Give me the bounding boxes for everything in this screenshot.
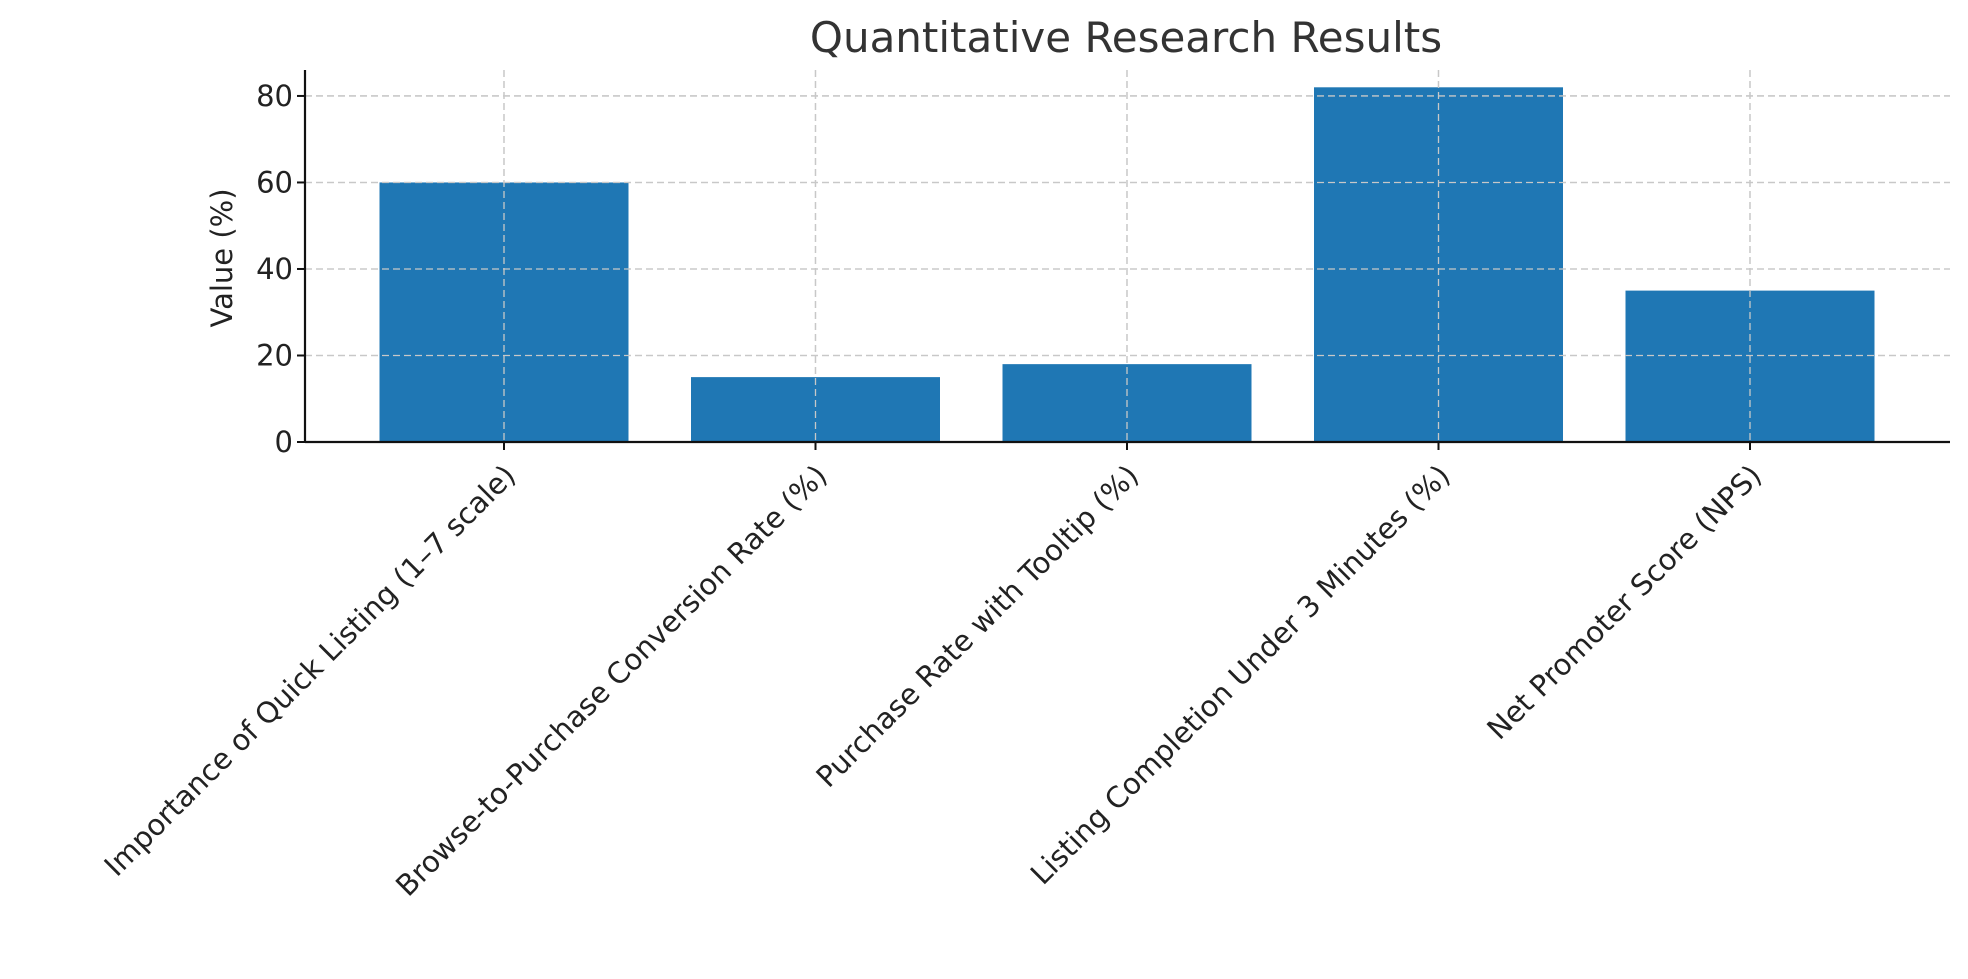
chart-title: Quantitative Research Results bbox=[810, 13, 1442, 62]
y-tick-label: 40 bbox=[256, 252, 293, 286]
x-tick-label: Purchase Rate with Tooltip (%) bbox=[809, 458, 1145, 794]
axes-layer bbox=[297, 70, 1950, 450]
y-tick-label: 20 bbox=[256, 338, 293, 372]
y-tick-label: 0 bbox=[275, 425, 293, 459]
y-tick-label: 60 bbox=[256, 165, 293, 199]
y-axis-label: Value (%) bbox=[205, 188, 239, 327]
x-tick-label: Net Promoter Score (NPS) bbox=[1480, 458, 1768, 746]
bar bbox=[691, 377, 940, 442]
y-tick-label: 80 bbox=[256, 79, 293, 113]
bars-layer bbox=[305, 70, 1950, 443]
